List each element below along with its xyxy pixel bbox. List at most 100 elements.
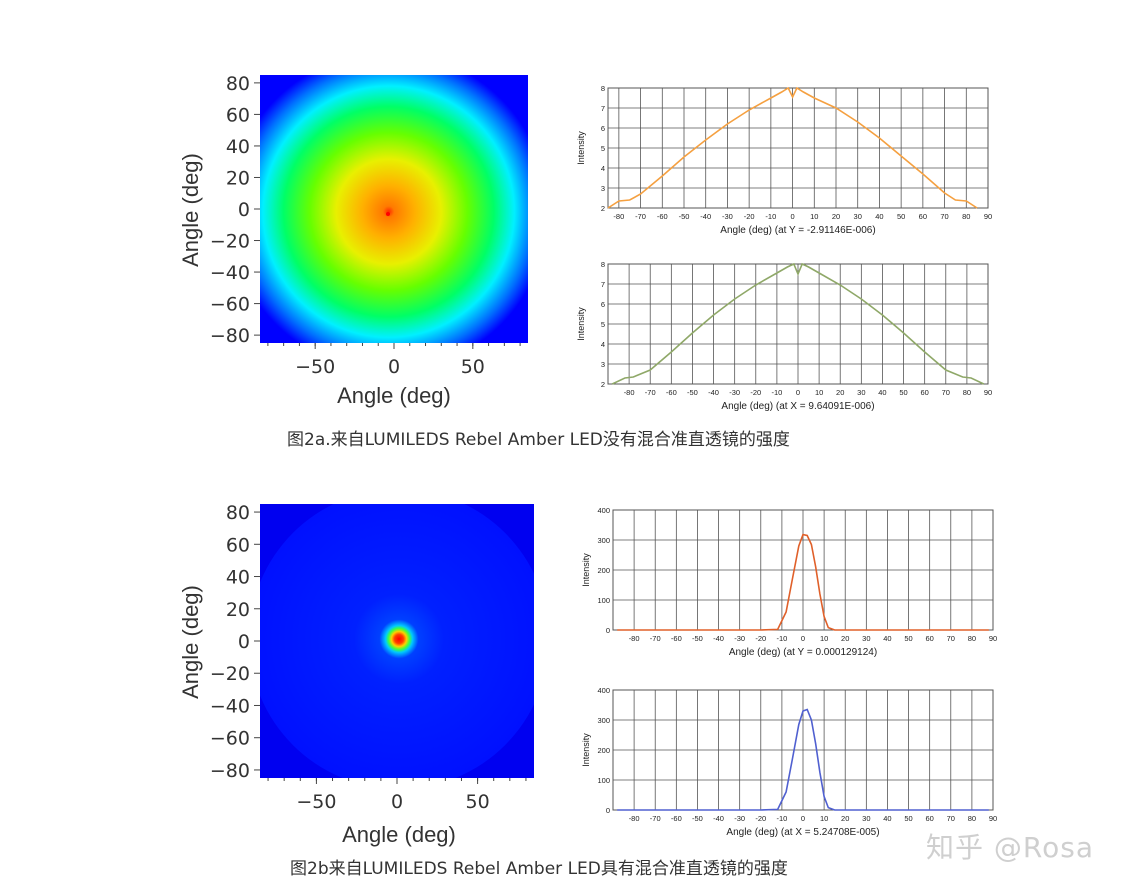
y-tick-label: 5 [601, 320, 605, 329]
x-tick-label: -30 [722, 212, 733, 221]
x-tick-label: 30 [857, 388, 865, 397]
x-tick-label: 30 [862, 634, 870, 643]
x-axis-label: Angle (deg) (at Y = -2.91146E-006) [720, 225, 875, 236]
intensity-series-line [607, 86, 978, 209]
heatmap-xtick-label: 50 [461, 356, 485, 378]
y-tick-label: 4 [601, 340, 605, 349]
x-tick-label: 20 [841, 634, 849, 643]
x-tick-label: 40 [875, 212, 883, 221]
heatmap-ytick-label: −40 [210, 695, 250, 717]
x-tick-label: 50 [904, 634, 912, 643]
y-tick-label: 200 [597, 566, 610, 575]
heatmap-field [260, 75, 528, 343]
x-tick-label: -50 [679, 212, 690, 221]
x-tick-label: -40 [713, 634, 724, 643]
y-tick-label: 400 [597, 686, 610, 695]
figure-caption-2b: 图2b来自LUMILEDS Rebel Amber LED具有混合准直透镜的强度 [290, 859, 788, 879]
x-tick-label: 90 [989, 814, 997, 823]
x-axis-label: Angle (deg) (at X = 9.64091E-006) [721, 401, 874, 412]
y-tick-label: 4 [601, 164, 605, 173]
x-tick-label: 30 [862, 814, 870, 823]
y-tick-label: 300 [597, 716, 610, 725]
heatmap-ytick-label: 0 [238, 631, 250, 653]
heatmap-xtick-label: 50 [465, 791, 489, 813]
x-axis-label: Angle (deg) (at X = 5.24708E-005) [726, 827, 879, 838]
heatmap-ytick-label: −60 [210, 294, 250, 316]
x-tick-label: -40 [713, 814, 724, 823]
y-tick-label: 6 [601, 300, 605, 309]
x-tick-label: 60 [925, 634, 933, 643]
x-tick-label: 90 [984, 212, 992, 221]
heatmap-2b: 80 60 40 20 0 −20 −40 −60 −80 −50 0 50 Angle (deg)… [178, 502, 534, 847]
heatmap-ytick-label: −40 [210, 262, 250, 284]
x-tick-label: -20 [750, 388, 761, 397]
heatmap-ytick-label: 20 [226, 599, 250, 621]
x-tick-label: 50 [904, 814, 912, 823]
heatmap-ytick-label: −80 [210, 760, 250, 782]
x-tick-label: 50 [899, 388, 907, 397]
x-tick-label: 0 [801, 814, 805, 823]
x-tick-label: -10 [771, 388, 782, 397]
x-tick-label: -70 [635, 212, 646, 221]
intensity-series-line [617, 708, 989, 811]
heatmap-ytick-label: 80 [226, 502, 250, 524]
x-tick-label: 10 [815, 388, 823, 397]
x-tick-label: 80 [962, 212, 970, 221]
x-tick-label: -80 [613, 212, 624, 221]
x-tick-label: -70 [650, 814, 661, 823]
heatmap-ytick-label: 80 [226, 73, 250, 95]
y-tick-label: 2 [601, 380, 605, 389]
x-tick-label: -80 [624, 388, 635, 397]
heatmap-xlabel: Angle (deg) [337, 383, 451, 408]
x-tick-label: 60 [920, 388, 928, 397]
y-tick-label: 7 [601, 280, 605, 289]
x-tick-label: -60 [657, 212, 668, 221]
x-tick-label: 10 [820, 814, 828, 823]
y-tick-label: 200 [597, 746, 610, 755]
heatmap-halo [260, 504, 534, 778]
x-tick-label: -70 [650, 634, 661, 643]
heatmap-ytick-label: −20 [210, 231, 250, 253]
x-tick-label: 60 [925, 814, 933, 823]
y-tick-label: 2 [601, 204, 605, 213]
heatmap-ytick-label: −80 [210, 325, 250, 347]
heatmap-ytick-label: 0 [238, 199, 250, 221]
x-tick-label: -50 [687, 388, 698, 397]
profile-2b-vertical: -80 -70 -60 -50 -40 -30 -20 -10 0 10 20 30 40 50 60 70 8… [581, 686, 997, 838]
x-tick-label: 90 [989, 634, 997, 643]
x-tick-label: 40 [883, 634, 891, 643]
x-tick-label: -30 [734, 634, 745, 643]
y-tick-label: 5 [601, 144, 605, 153]
x-tick-label: -20 [744, 212, 755, 221]
x-tick-label: 10 [810, 212, 818, 221]
y-tick-label: 300 [597, 536, 610, 545]
x-tick-label: -60 [671, 634, 682, 643]
y-tick-label: 0 [606, 806, 610, 815]
heatmap-xtick-label: −50 [295, 356, 335, 378]
heatmap-xlabel: Angle (deg) [342, 822, 456, 847]
x-tick-label: 40 [883, 814, 891, 823]
y-axis-label: Intensity [581, 553, 591, 587]
x-tick-label: 0 [790, 212, 794, 221]
x-tick-label: -60 [666, 388, 677, 397]
x-tick-label: -40 [700, 212, 711, 221]
x-tick-label: 90 [984, 388, 992, 397]
heatmap-xtick-label: 0 [391, 791, 403, 813]
x-tick-label: 70 [940, 212, 948, 221]
x-tick-label: -30 [729, 388, 740, 397]
x-tick-label: 20 [832, 212, 840, 221]
heatmap-xtick-label: −50 [296, 791, 336, 813]
y-axis-label: Intensity [581, 733, 591, 767]
y-axis-label: Intensity [576, 131, 586, 165]
heatmap-ytick-label: 60 [226, 104, 250, 126]
x-tick-label: -10 [776, 814, 787, 823]
heatmap-ylabel: Angle (deg) [178, 153, 203, 267]
x-tick-label: 80 [963, 388, 971, 397]
x-tick-label: 70 [947, 634, 955, 643]
y-tick-label: 7 [601, 104, 605, 113]
y-tick-label: 400 [597, 506, 610, 515]
heatmap-ytick-label: 40 [226, 136, 250, 158]
heatmap-ytick-label: −20 [210, 663, 250, 685]
y-tick-label: 100 [597, 776, 610, 785]
x-tick-label: 80 [968, 634, 976, 643]
